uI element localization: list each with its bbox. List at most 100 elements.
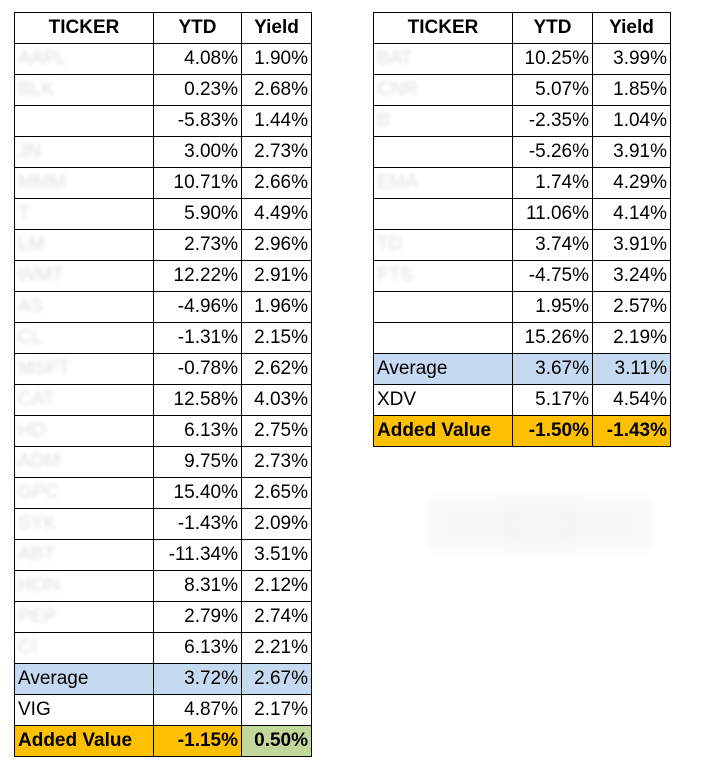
added-value-row-yield: -1.43% <box>592 415 671 447</box>
yield-cell: 4.29% <box>592 167 671 199</box>
ytd-cell: 3.74% <box>512 229 593 261</box>
yield-cell: 2.65% <box>241 477 312 509</box>
ytd-cell: 12.58% <box>153 384 242 416</box>
ytd-cell: 15.40% <box>153 477 242 509</box>
header-ticker: TICKER <box>373 12 513 44</box>
added-value-row-label: Added Value <box>14 725 154 757</box>
ytd-cell: -4.96% <box>153 291 242 323</box>
table-row: AAPL 4.08% 1.90% <box>14 43 312 75</box>
ytd-cell: 3.00% <box>153 136 242 168</box>
yield-cell: 1.44% <box>241 105 312 137</box>
yield-cell: 2.74% <box>241 601 312 633</box>
ytd-cell: -4.75% <box>512 260 593 292</box>
yield-cell: 2.91% <box>241 260 312 292</box>
benchmark-row: VIG 4.87% 2.17% <box>14 694 312 726</box>
ticker-cell: T <box>14 198 154 230</box>
table-row: 15.26% 2.19% <box>373 322 671 354</box>
yield-cell: 2.12% <box>241 570 312 602</box>
yield-cell: 2.15% <box>241 322 312 354</box>
ytd-cell: 10.25% <box>512 43 593 75</box>
ticker-cell: WMT <box>14 260 154 292</box>
table-row: CL -1.31% 2.15% <box>14 322 312 354</box>
ytd-cell: 5.07% <box>512 74 593 106</box>
yield-cell: 3.51% <box>241 539 312 571</box>
ticker-cell: CI <box>14 632 154 664</box>
ytd-cell: 9.75% <box>153 446 242 478</box>
header-ticker: TICKER <box>14 12 154 44</box>
table-row: LM 2.73% 2.96% <box>14 229 312 261</box>
ytd-cell: 0.23% <box>153 74 242 106</box>
table-row: CNR 5.07% 1.85% <box>373 74 671 106</box>
ticker-cell: HON <box>14 570 154 602</box>
table-row: BAT 10.25% 3.99% <box>373 43 671 75</box>
yield-cell: 1.90% <box>241 43 312 75</box>
ytd-cell: 6.13% <box>153 415 242 447</box>
ticker-cell: CNR <box>373 74 513 106</box>
average-row: Average 3.67% 3.11% <box>373 353 671 385</box>
table-header-row: TICKER YTD Yield <box>14 12 312 44</box>
ticker-cell <box>373 198 513 230</box>
ytd-cell: -5.26% <box>512 136 593 168</box>
header-yield: Yield <box>592 12 671 44</box>
yield-cell: 2.21% <box>241 632 312 664</box>
yield-cell: 3.99% <box>592 43 671 75</box>
added-value-row: Added Value -1.50% -1.43% <box>373 415 671 447</box>
right-ticker-table: TICKER YTD Yield BAT 10.25% 3.99% CNR 5.07% 1… <box>373 12 671 447</box>
ytd-cell: 8.31% <box>153 570 242 602</box>
table-row: PEP 2.79% 2.74% <box>14 601 312 633</box>
table-row: SYK -1.43% 2.09% <box>14 508 312 540</box>
ytd-cell: -0.78% <box>153 353 242 385</box>
ytd-cell: 12.22% <box>153 260 242 292</box>
benchmark-row-label: VIG <box>14 694 154 726</box>
ticker-cell: TD <box>373 229 513 261</box>
table-row: CAT 12.58% 4.03% <box>14 384 312 416</box>
ticker-cell: HD <box>14 415 154 447</box>
ytd-cell: -2.35% <box>512 105 593 137</box>
average-row-ytd: 3.72% <box>153 663 242 695</box>
table-row: B -2.35% 1.04% <box>373 105 671 137</box>
ticker-cell: PEP <box>14 601 154 633</box>
ticker-cell <box>373 291 513 323</box>
table-row: MMM 10.71% 2.66% <box>14 167 312 199</box>
table-row: BLK 0.23% 2.68% <box>14 74 312 106</box>
ytd-cell: -1.31% <box>153 322 242 354</box>
table-row: JN 3.00% 2.73% <box>14 136 312 168</box>
table-row: CI 6.13% 2.21% <box>14 632 312 664</box>
table-row: EMA 1.74% 4.29% <box>373 167 671 199</box>
yield-cell: 4.03% <box>241 384 312 416</box>
average-row-label: Average <box>14 663 154 695</box>
header-yield: Yield <box>241 12 312 44</box>
ticker-cell: GPC <box>14 477 154 509</box>
ytd-cell: 15.26% <box>512 322 593 354</box>
table-row: FTS -4.75% 3.24% <box>373 260 671 292</box>
ticker-cell: LM <box>14 229 154 261</box>
ytd-cell: -5.83% <box>153 105 242 137</box>
yield-cell: 2.68% <box>241 74 312 106</box>
ticker-cell: FTS <box>373 260 513 292</box>
ticker-cell: AAPL <box>14 43 154 75</box>
table-row: HON 8.31% 2.12% <box>14 570 312 602</box>
yield-cell: 2.57% <box>592 291 671 323</box>
average-row-ytd: 3.67% <box>512 353 593 385</box>
ticker-cell: EMA <box>373 167 513 199</box>
ytd-cell: 2.79% <box>153 601 242 633</box>
yield-cell: 3.91% <box>592 229 671 261</box>
yield-cell: 3.24% <box>592 260 671 292</box>
table-row: ABT -11.34% 3.51% <box>14 539 312 571</box>
header-ytd: YTD <box>512 12 593 44</box>
yield-cell: 1.85% <box>592 74 671 106</box>
table-row: -5.83% 1.44% <box>14 105 312 137</box>
yield-cell: 2.09% <box>241 508 312 540</box>
table-row: MSFT -0.78% 2.62% <box>14 353 312 385</box>
ticker-cell: CL <box>14 322 154 354</box>
yield-cell: 4.49% <box>241 198 312 230</box>
table-row: GPC 15.40% 2.65% <box>14 477 312 509</box>
ytd-cell: 1.74% <box>512 167 593 199</box>
table-row: WMT 12.22% 2.91% <box>14 260 312 292</box>
ticker-cell: ABT <box>14 539 154 571</box>
average-row: Average 3.72% 2.67% <box>14 663 312 695</box>
added-value-row-ytd: -1.50% <box>512 415 593 447</box>
benchmark-row-label: XDV <box>373 384 513 416</box>
yield-cell: 2.96% <box>241 229 312 261</box>
table-row: TD 3.74% 3.91% <box>373 229 671 261</box>
